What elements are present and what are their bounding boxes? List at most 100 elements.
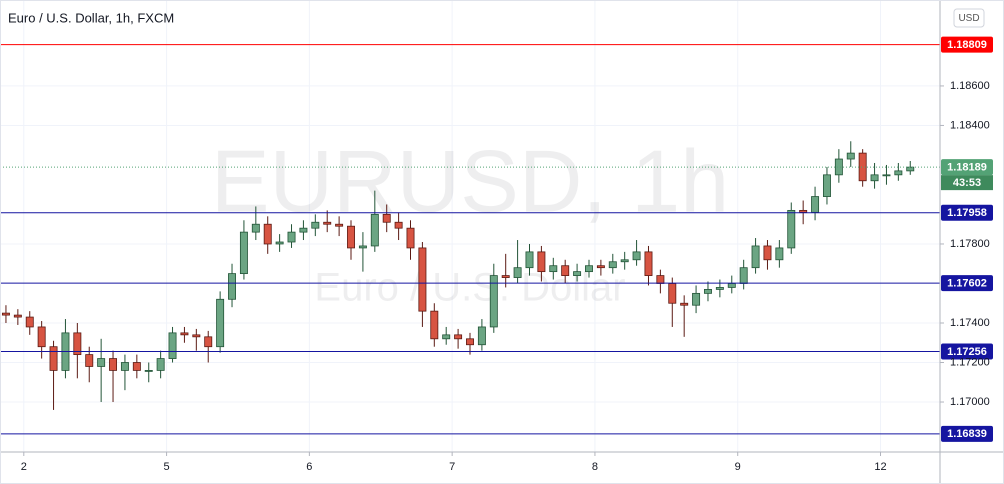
candle-body [382, 213, 391, 223]
candle-body [656, 275, 665, 284]
candle-body [668, 283, 677, 304]
candle-body [596, 265, 605, 269]
candle-body [680, 302, 689, 306]
candle-body [906, 166, 915, 172]
candle-body [25, 316, 34, 328]
candle-body [739, 267, 748, 284]
candle-body [585, 265, 593, 273]
y-tick-label: 1.18600 [950, 80, 990, 92]
countdown-box [941, 175, 993, 191]
candle-body [775, 247, 784, 261]
price-labels: 1.18809 1.17958 1.17602 1.17256 1.16839 1.181… [941, 36, 993, 442]
candle-body [442, 334, 451, 340]
candle-body [537, 251, 546, 273]
candle-body [822, 174, 831, 197]
candle-body [85, 354, 94, 367]
candle-body [109, 358, 118, 371]
candle-body [394, 221, 403, 229]
candle-body [704, 289, 712, 294]
currency-label[interactable]: USD [958, 13, 979, 24]
last-price-label-text: 1.18189 [947, 162, 987, 174]
candle-body [239, 231, 248, 275]
candle-body [549, 265, 558, 273]
plot [0, 44, 940, 435]
candle-body [763, 245, 772, 261]
candle-body [870, 174, 879, 182]
candle-body [192, 334, 201, 338]
candle-body [418, 247, 427, 312]
chart-title: Euro / U.S. Dollar, 1h, FXCM [8, 10, 174, 25]
candle-body [180, 332, 189, 336]
candle-body [73, 332, 82, 356]
candle-body [466, 338, 474, 346]
candle-body [120, 362, 129, 371]
candle-body [477, 326, 486, 346]
candle-body [525, 251, 534, 269]
candle-body [620, 259, 629, 263]
candle-body [156, 358, 165, 371]
candle-body [513, 267, 522, 278]
candle-body [358, 245, 367, 249]
candle-body [144, 370, 153, 372]
candle-body [501, 275, 510, 278]
candle-body [858, 152, 867, 182]
level-label-text: 1.17958 [947, 207, 987, 219]
watermark: EURUSD, 1h [211, 131, 729, 230]
candle-body [751, 245, 760, 269]
countdown-text: 43:53 [953, 177, 981, 189]
candle-body [811, 196, 820, 213]
candle-body [406, 227, 415, 249]
candle-body [287, 231, 296, 243]
candle-body [573, 271, 582, 276]
y-tick-label: 1.17200 [950, 356, 990, 368]
candle-body [216, 298, 225, 348]
x-tick-label: 6 [306, 461, 312, 473]
candle-body [37, 326, 46, 348]
candle-body [644, 251, 653, 276]
candle-body [454, 334, 463, 340]
x-tick-label: 7 [449, 461, 455, 473]
currency-button[interactable] [953, 8, 985, 28]
x-tick-label: 9 [735, 461, 741, 473]
level-label-box [941, 275, 993, 292]
candle-body [347, 225, 355, 249]
candle-body [561, 265, 570, 276]
level-label-text: 1.17256 [947, 346, 987, 358]
candle-body [168, 332, 177, 359]
level-label-text: 1.16839 [947, 428, 987, 440]
candle-body [275, 241, 284, 245]
candle-body [132, 362, 141, 371]
level-label-box [941, 343, 993, 360]
candle-body [430, 310, 439, 340]
candle-body [311, 221, 320, 229]
candle-body [370, 213, 379, 247]
x-tick-label: 12 [874, 461, 886, 473]
level-label-text: 1.17602 [947, 277, 987, 289]
candle-body [727, 283, 736, 288]
candle-body [608, 261, 617, 269]
candle-body [204, 336, 213, 348]
y-tick-label: 1.17000 [950, 396, 990, 408]
candle-body [846, 152, 855, 160]
candle-body [263, 223, 272, 245]
candle-body [632, 251, 641, 261]
level-label-box [941, 36, 993, 53]
candle-body [228, 273, 236, 300]
candle-body [97, 358, 106, 367]
candle-body [13, 314, 22, 318]
candle-body [834, 158, 843, 176]
candle-body [489, 275, 498, 328]
candle-body [799, 209, 808, 213]
y-tick-label: 1.18400 [950, 119, 990, 131]
level-label-box [941, 425, 993, 442]
level-label-box [941, 204, 993, 221]
last-price-label-box [941, 159, 993, 176]
y-tick-label: 1.17800 [950, 238, 990, 250]
level-label-text: 1.18809 [947, 39, 987, 51]
x-tick-label: 5 [164, 461, 170, 473]
candle-body [251, 223, 260, 233]
x-tick-label: 2 [21, 461, 27, 473]
candle-body [323, 221, 332, 225]
